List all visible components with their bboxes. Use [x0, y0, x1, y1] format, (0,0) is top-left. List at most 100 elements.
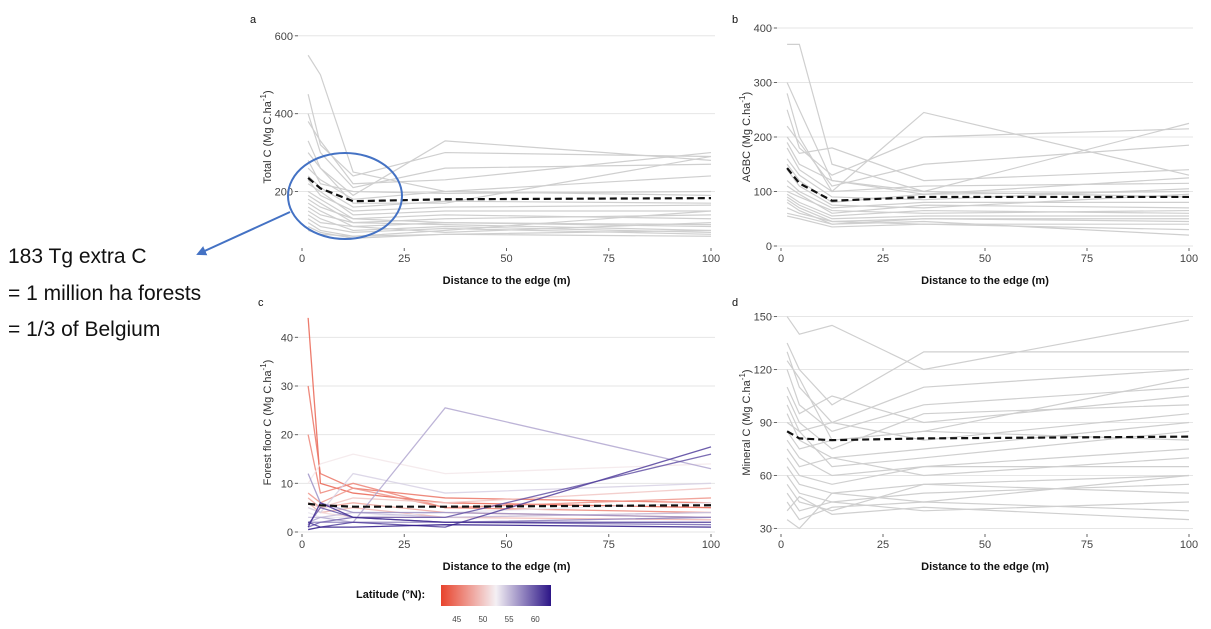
series-line	[786, 474, 1190, 530]
annotation-arrow	[196, 211, 291, 256]
y-tick-label: 120	[754, 365, 772, 377]
series-line	[786, 109, 1190, 176]
x-tick-label: 25	[877, 253, 889, 265]
series-line	[786, 147, 1190, 193]
x-tick-label: 0	[778, 253, 784, 265]
y-axis-label: AGBC (Mg C.ha-1)	[738, 92, 753, 182]
series-line	[786, 136, 1190, 182]
series-line	[307, 152, 712, 204]
y-tick-label: 600	[275, 31, 293, 43]
x-axis-label: Distance to the edge (m)	[443, 561, 571, 573]
x-tick-label: 75	[1081, 253, 1093, 265]
x-tick-label: 0	[299, 253, 305, 265]
x-tick-label: 75	[603, 539, 615, 551]
x-tick-label: 100	[702, 539, 720, 551]
latitude-legend: Latitude (°N): 45 50 55 60	[356, 585, 551, 624]
mean-line	[786, 167, 1189, 202]
y-tick-label: 400	[275, 109, 293, 121]
legend-tick-label: 50	[478, 615, 487, 624]
x-tick-label: 0	[299, 539, 305, 551]
series-line	[307, 54, 712, 196]
x-tick-label: 100	[1180, 539, 1198, 551]
legend-ticks: 45 50 55 60	[452, 615, 540, 624]
x-tick-label: 75	[603, 253, 615, 265]
series-line	[786, 495, 1190, 521]
x-tick-label: 25	[398, 539, 410, 551]
series-line	[786, 125, 1190, 187]
series-line	[307, 487, 712, 509]
series-line	[786, 395, 1190, 450]
mean-line	[308, 502, 712, 508]
series-line	[307, 317, 712, 509]
series-line	[307, 218, 712, 235]
series-line	[307, 446, 712, 528]
legend-tick-label: 45	[452, 615, 461, 624]
y-tick-label: 200	[275, 187, 293, 199]
series-line	[786, 501, 1190, 521]
series-line	[786, 492, 1190, 512]
series-line	[786, 169, 1190, 209]
y-tick-label: 150	[754, 312, 772, 324]
y-tick-label: 90	[760, 418, 772, 430]
annotation-line-1: 183 Tg extra C	[8, 245, 147, 268]
legend-title: Latitude (°N):	[356, 589, 425, 601]
series-line	[307, 206, 712, 232]
series-line	[307, 473, 712, 519]
series-line	[786, 93, 1190, 193]
y-axis-label: Forest floor C (Mg C.ha-1)	[259, 360, 274, 486]
series-line	[787, 43, 1190, 198]
series-line	[307, 175, 712, 208]
series-line	[307, 434, 712, 514]
series-line	[307, 183, 711, 216]
mean-line	[307, 177, 712, 203]
x-tick-label: 50	[979, 253, 991, 265]
series-line	[786, 404, 1190, 441]
y-tick-label: 200	[754, 132, 772, 144]
legend-tick-label: 55	[505, 615, 514, 624]
y-tick-label: 30	[760, 523, 772, 535]
panel-letter: b	[732, 14, 738, 26]
annotation-graphics	[196, 152, 403, 256]
y-tick-label: 300	[754, 78, 772, 90]
series-line	[786, 483, 1190, 512]
panel-letter: d	[732, 297, 738, 309]
series-line	[786, 190, 1190, 214]
x-axis-label: Distance to the edge (m)	[921, 275, 1049, 287]
y-tick-label: 30	[281, 381, 293, 393]
series-line	[307, 487, 712, 509]
series-line	[307, 179, 712, 212]
panel-letter: c	[258, 297, 264, 309]
y-tick-label: 20	[281, 430, 293, 442]
x-tick-label: 25	[398, 253, 410, 265]
x-axis-label: Distance to the edge (m)	[921, 561, 1049, 573]
series-line	[786, 448, 1190, 477]
x-axis-label: Distance to the edge (m)	[443, 275, 571, 287]
series-line	[786, 430, 1190, 450]
x-tick-label: 50	[979, 539, 991, 551]
panel-d: 30 60 90 120 150 0 25 50 75 100 Distance to the ed…	[732, 297, 1198, 573]
series-line	[786, 439, 1190, 477]
y-tick-label: 100	[754, 187, 772, 199]
y-tick-label: 0	[766, 241, 772, 253]
series-line	[307, 501, 711, 528]
series-line	[307, 453, 712, 484]
x-tick-label: 0	[778, 539, 784, 551]
series-line	[786, 422, 1190, 468]
y-tick-label: 10	[281, 478, 293, 490]
legend-tick-label: 60	[531, 615, 540, 624]
series-line	[307, 167, 712, 200]
series-line	[786, 163, 1190, 204]
series-line	[307, 214, 712, 233]
series-line	[786, 457, 1189, 485]
series-line	[786, 142, 1190, 195]
x-tick-label: 100	[702, 253, 720, 265]
series-line	[786, 475, 1190, 503]
panel-letter: a	[250, 14, 257, 26]
series-line	[786, 342, 1189, 406]
x-tick-label: 50	[500, 253, 512, 265]
y-axis-label: Mineral C (Mg C.ha-1)	[738, 369, 753, 475]
y-tick-label: 0	[287, 527, 293, 539]
series-line	[786, 316, 1190, 371]
